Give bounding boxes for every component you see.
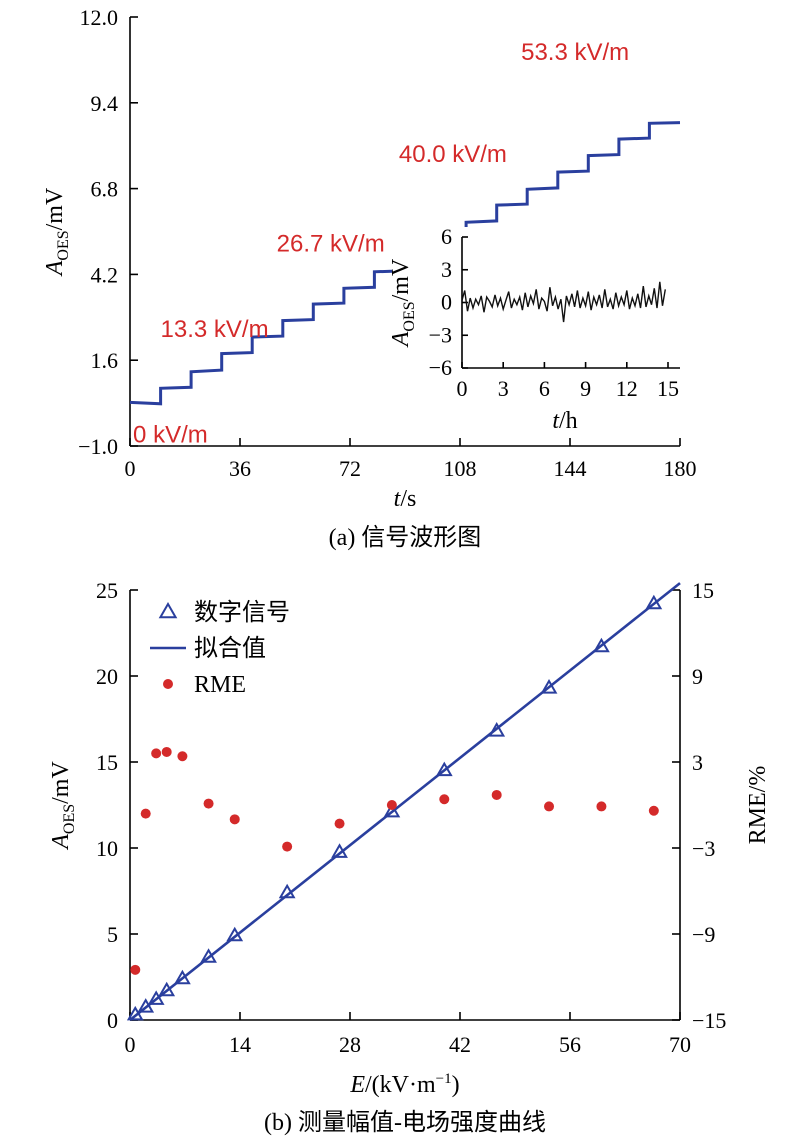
chart-b-y-tick-label: 10	[96, 836, 118, 861]
chart-b-signal-point	[593, 637, 610, 653]
chart-b-signal-point	[540, 679, 558, 694]
chart-b-y2-tick-label: −9	[692, 922, 715, 947]
inset-y-tick-label: −3	[429, 322, 452, 347]
inset-series-line	[461, 281, 666, 323]
chart-b-y2-tick-label: 3	[692, 750, 703, 775]
inset-y-tick-label: 0	[441, 290, 452, 315]
inset-x-tick-label: 0	[457, 376, 468, 401]
chart-a-inset: −6 −3 0 3 6 0 3 6 9 12 15 t/h AOES/mV	[388, 224, 683, 438]
chart-b-x-tick-label: 42	[449, 1032, 471, 1057]
chart-b-rme-point	[161, 746, 172, 757]
chart-b-fit-line	[129, 582, 681, 1022]
legend-label-signal: 数字信号	[194, 599, 290, 626]
chart-b-signal-point	[158, 981, 176, 997]
chart-a-y-tick-label: −1.0	[78, 434, 118, 459]
chart-b-rme-point	[596, 801, 607, 812]
chart-b-rme-point	[648, 805, 659, 816]
chart-a-x-tick-label: 144	[554, 456, 587, 481]
chart-b-signal-point	[435, 761, 453, 777]
inset-y-tick-label: 6	[441, 224, 452, 249]
chart-a-x-tick-label: 180	[664, 456, 697, 481]
chart-b-signal-point	[200, 948, 217, 963]
chart-a-y-tick-label: 1.6	[91, 348, 119, 373]
chart-a-y-tick-label: 12.0	[80, 5, 119, 30]
chart-b-signal-point	[488, 722, 506, 737]
chart-b-rme-point	[130, 964, 141, 975]
chart-a-x-tick-label: 72	[339, 456, 361, 481]
chart-b-signal-point	[331, 843, 348, 858]
chart-b-x-tick-label: 14	[229, 1032, 251, 1057]
chart-b-x-tick-label: 0	[125, 1032, 136, 1057]
inset-x-tick-label: 6	[539, 376, 550, 401]
chart-b-y-label: AOES/mV	[48, 761, 78, 851]
chart-b-y-tick-label: 5	[107, 922, 118, 947]
chart-b-y-tick-label: 25	[96, 578, 118, 603]
chart-b-rme-point	[282, 841, 293, 852]
chart-b-x-label: E/(kV·m−1)	[349, 1071, 459, 1098]
chart-b-signal-point	[645, 594, 663, 610]
chart-b-y2-tick-label: 9	[692, 664, 703, 689]
inset-x-tick-label: 9	[580, 376, 591, 401]
chart-b-y2-tick-label: −3	[692, 836, 715, 861]
chart-b-rme-point	[439, 794, 450, 805]
chart-b-signal-point	[137, 998, 155, 1013]
chart-a-x-tick-label: 0	[125, 456, 136, 481]
chart-b-rme-point	[177, 751, 188, 762]
inset-x-tick-label: 15	[657, 376, 679, 401]
chart-a-y-tick-label: 4.2	[91, 262, 119, 287]
chart-b-x-tick-label: 70	[669, 1032, 691, 1057]
inset-y-tick-label: 3	[441, 257, 452, 282]
legend-label-rme: RME	[194, 672, 246, 698]
chart-b-signal-point	[174, 969, 191, 985]
chart-a-annotation: 26.7 kV/m	[277, 230, 385, 257]
chart-b-rme-point	[544, 801, 555, 812]
chart-b-y2-tick-label: −15	[692, 1008, 726, 1033]
inset-x-label: t/h	[552, 408, 577, 434]
chart-b-signal-point	[278, 883, 296, 899]
legend-label-fit: 拟合值	[194, 635, 266, 662]
chart-b-rme-point	[491, 789, 502, 800]
inset-y-tick-label: −6	[429, 355, 452, 380]
chart-a-annotation: 40.0 kV/m	[399, 141, 507, 168]
chart-a-annotation: 13.3 kV/m	[161, 316, 269, 343]
chart-b-signal-point	[126, 1005, 144, 1021]
chart-b-x-tick-label: 28	[339, 1032, 361, 1057]
chart-b-x-tick-label: 56	[559, 1032, 581, 1057]
chart-b-signal-point	[147, 990, 165, 1005]
legend-triangle-marker	[158, 601, 178, 619]
chart-a-y-label: AOES/mV	[42, 187, 72, 277]
inset-y-label: AOES/mV	[388, 258, 418, 348]
inset-x-tick-label: 3	[498, 376, 509, 401]
chart-b-y-tick-label: 0	[107, 1008, 118, 1033]
chart-b-rme-point	[229, 814, 240, 825]
chart-b-rme-point	[386, 800, 397, 810]
chart-a-x-tick-label: 36	[229, 456, 251, 481]
chart-a-annotation: 0 kV/m	[133, 422, 208, 449]
chart-b-signal-point	[383, 802, 401, 818]
chart-b-caption: (b) 测量幅值-电场强度曲线	[264, 1109, 546, 1136]
chart-b-rme-point	[140, 808, 151, 819]
chart-b-y2-label: RME/%	[745, 766, 771, 845]
chart-a-x-tick-label: 108	[444, 456, 477, 481]
chart-b-y2-tick-label: 15	[692, 578, 714, 603]
chart-a-x-label: t/s	[394, 486, 417, 512]
chart-b-rme-point	[151, 748, 162, 759]
chart-b-rme-point	[203, 798, 214, 809]
legend-circle-marker	[163, 679, 173, 689]
chart-b-y-tick-label: 20	[96, 664, 118, 689]
chart-a-y-tick-label: 9.4	[91, 91, 119, 116]
chart-a-annotation: 53.3 kV/m	[521, 39, 629, 66]
chart-a-y-tick-label: 6.8	[91, 177, 119, 202]
chart-b-rme-point	[334, 818, 345, 829]
inset-x-tick-label: 12	[616, 376, 638, 401]
chart-a-caption: (a) 信号波形图	[329, 524, 482, 551]
chart-b-signal-point	[226, 926, 244, 942]
inset-background	[392, 227, 683, 438]
chart-b-y-tick-label: 15	[96, 750, 118, 775]
